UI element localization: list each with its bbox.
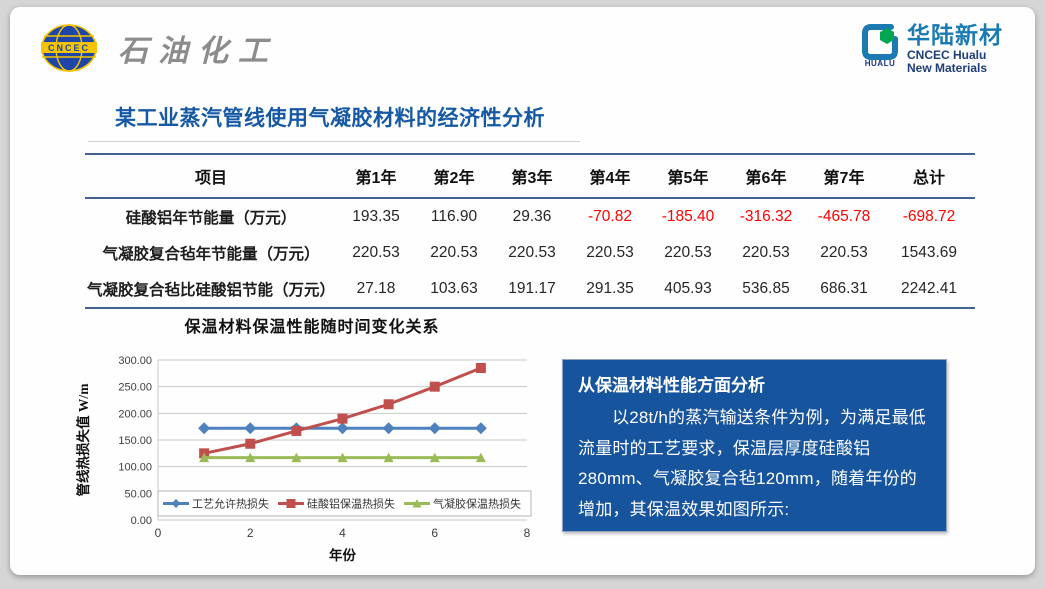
table-cell: 116.90 [430,208,478,225]
table-cell: 2242.41 [900,280,958,297]
hualu-mark: HUALU [861,23,899,68]
legend-label: 气凝胶保温热损失 [433,497,521,511]
insulation-chart: 300.00 250.00 200.00 150.00 100.00 50.00 0.00 0… [72,349,552,567]
y-tick-label: 300.00 [118,355,152,367]
table-header-row: 项目 第1年 第2年 第3年 第4年 第5年 第6年 第7年 总计 [85,154,975,199]
table-cell: 405.93 [664,280,712,297]
table-cell: -70.82 [588,208,632,225]
table-cell: 291.35 [586,280,634,297]
y-tick-label: 100.00 [118,462,152,474]
table-cell: 220.53 [820,244,868,261]
table-cell: 220.53 [430,244,478,261]
table-cell: 220.53 [586,244,634,261]
table-cell: 536.85 [742,280,790,297]
table-header-cell: 第4年 [571,154,649,199]
table-header-cell: 第3年 [493,154,571,199]
x-tick-label: 8 [524,526,531,540]
header-left-logo: CNCEC 石油化工 [40,20,278,76]
x-tick-label: 2 [247,526,254,540]
title-underline [88,141,580,142]
header-right-logo: HUALU 华陆新材 CNCEC Hualu New Materials [861,23,1003,74]
table-header-cell: 第6年 [727,154,805,199]
table-header-cell: 第1年 [337,154,415,199]
chart-legend [157,490,532,517]
page-title: 某工业蒸汽管线使用气凝胶材料的经济性分析 [115,107,545,130]
table-row-label: 气凝胶复合毡年节能量（万元） [102,246,320,263]
table-header-cell: 总计 [883,154,975,199]
x-tick-label: 0 [155,526,162,540]
table-cell: 193.35 [352,208,400,225]
table-cell: -698.72 [902,208,956,225]
info-box-body: 以28t/h的蒸汽输送条件为例，为满足最低流量时的工艺要求，保温层厚度硅酸铝28… [578,408,927,519]
table-header-cell: 第5年 [649,154,727,199]
y-axis-label: 管线热损失值 W/m [75,383,91,497]
x-tick-label: 4 [339,526,346,540]
table-cell: 220.53 [508,244,556,261]
table-cell: 686.31 [820,280,868,297]
chart-title: 保温材料保温性能随时间变化关系 [184,319,440,336]
hualu-cn-name: 华陆新材 [907,22,1003,48]
table-header-cell: 第2年 [415,154,493,199]
table-cell: 220.53 [352,244,400,261]
table-cell: 29.36 [512,208,552,225]
hualu-text-block: 华陆新材 CNCEC Hualu New Materials [907,23,1003,74]
svg-text:CNCEC: CNCEC [48,43,90,53]
hualu-en-name-line1: CNCEC Hualu [907,48,987,63]
table-row: 气凝胶复合毡比硅酸铝节能（万元） 27.18 103.63 191.17 291.35 4… [85,271,975,308]
table-cell: 103.63 [430,280,478,297]
y-tick-label: 0.00 [131,515,152,527]
table-row-label: 硅酸铝年节能量（万元） [125,210,297,227]
x-tick-label: 6 [431,526,438,540]
y-tick-label: 50.00 [124,488,152,500]
table-header-cell: 第7年 [805,154,883,199]
hualu-mark-icon [862,24,898,60]
table-cell: -316.32 [739,208,793,225]
legend-label: 硅酸铝保温热损失 [307,497,395,511]
slide: CNCEC 石油化工 HUALU 华陆新材 CNCEC Hualu New Ma… [10,7,1035,575]
table-cell: 220.53 [664,244,712,261]
info-box: 从保温材料性能方面分析 以28t/h的蒸汽输送条件为例，为满足最低流量时的工艺要… [562,359,947,532]
y-tick-label: 250.00 [118,382,152,394]
table-cell: 1543.69 [900,244,958,261]
info-box-heading: 从保温材料性能方面分析 [578,376,765,395]
economics-table: 项目 第1年 第2年 第3年 第4年 第5年 第6年 第7年 总计 硅酸铝年节能量（万元） 193… [85,153,975,309]
y-tick-label: 200.00 [118,408,152,420]
hualu-mark-text: HUALU [864,59,896,68]
table-header-cell: 项目 [85,154,337,199]
x-axis-label: 年份 [329,547,356,563]
table-cell: 27.18 [356,280,396,297]
table-row: 气凝胶复合毡年节能量（万元） 220.53 220.53 220.53 220.53 22… [85,235,975,271]
table-cell: -185.40 [661,208,715,225]
cncec-brand-text: 石油化工 [118,35,278,68]
table-cell: 220.53 [742,244,790,261]
table-cell: -465.78 [817,208,871,225]
y-tick-label: 150.00 [118,435,152,447]
table-cell: 191.17 [508,280,556,297]
chart-svg: 300.00 250.00 200.00 150.00 100.00 50.00 0.000… [75,355,532,563]
table-row: 硅酸铝年节能量（万元） 193.35 116.90 29.36 -70.82 -185.4… [85,198,975,235]
table-row-label: 气凝胶复合毡比硅酸铝节能（万元） [86,282,335,299]
hualu-en-name-line2: New Materials [907,60,988,75]
cncec-globe-icon: CNCEC [41,24,97,72]
legend-label: 工艺允许热损失 [192,497,269,511]
